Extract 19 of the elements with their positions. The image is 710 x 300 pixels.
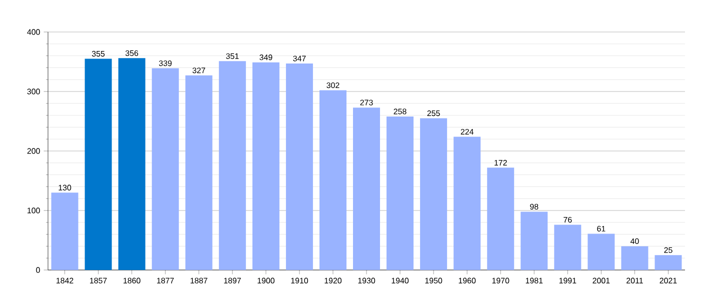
bar: [621, 246, 648, 270]
bar: [118, 58, 146, 270]
bar: [554, 224, 582, 270]
bar: [252, 62, 280, 270]
bar: [286, 64, 313, 270]
bar: [152, 68, 179, 270]
bar: [386, 116, 414, 270]
bar: [654, 255, 682, 270]
bar: [218, 61, 246, 270]
bar: [84, 58, 112, 270]
bar: [353, 108, 380, 270]
bar: [487, 168, 514, 270]
bar: [51, 192, 78, 270]
bar: [185, 75, 212, 270]
bar: [588, 234, 615, 270]
bar: [420, 118, 448, 270]
bar: [454, 136, 481, 270]
bar: [520, 212, 548, 270]
bar: [319, 90, 346, 270]
